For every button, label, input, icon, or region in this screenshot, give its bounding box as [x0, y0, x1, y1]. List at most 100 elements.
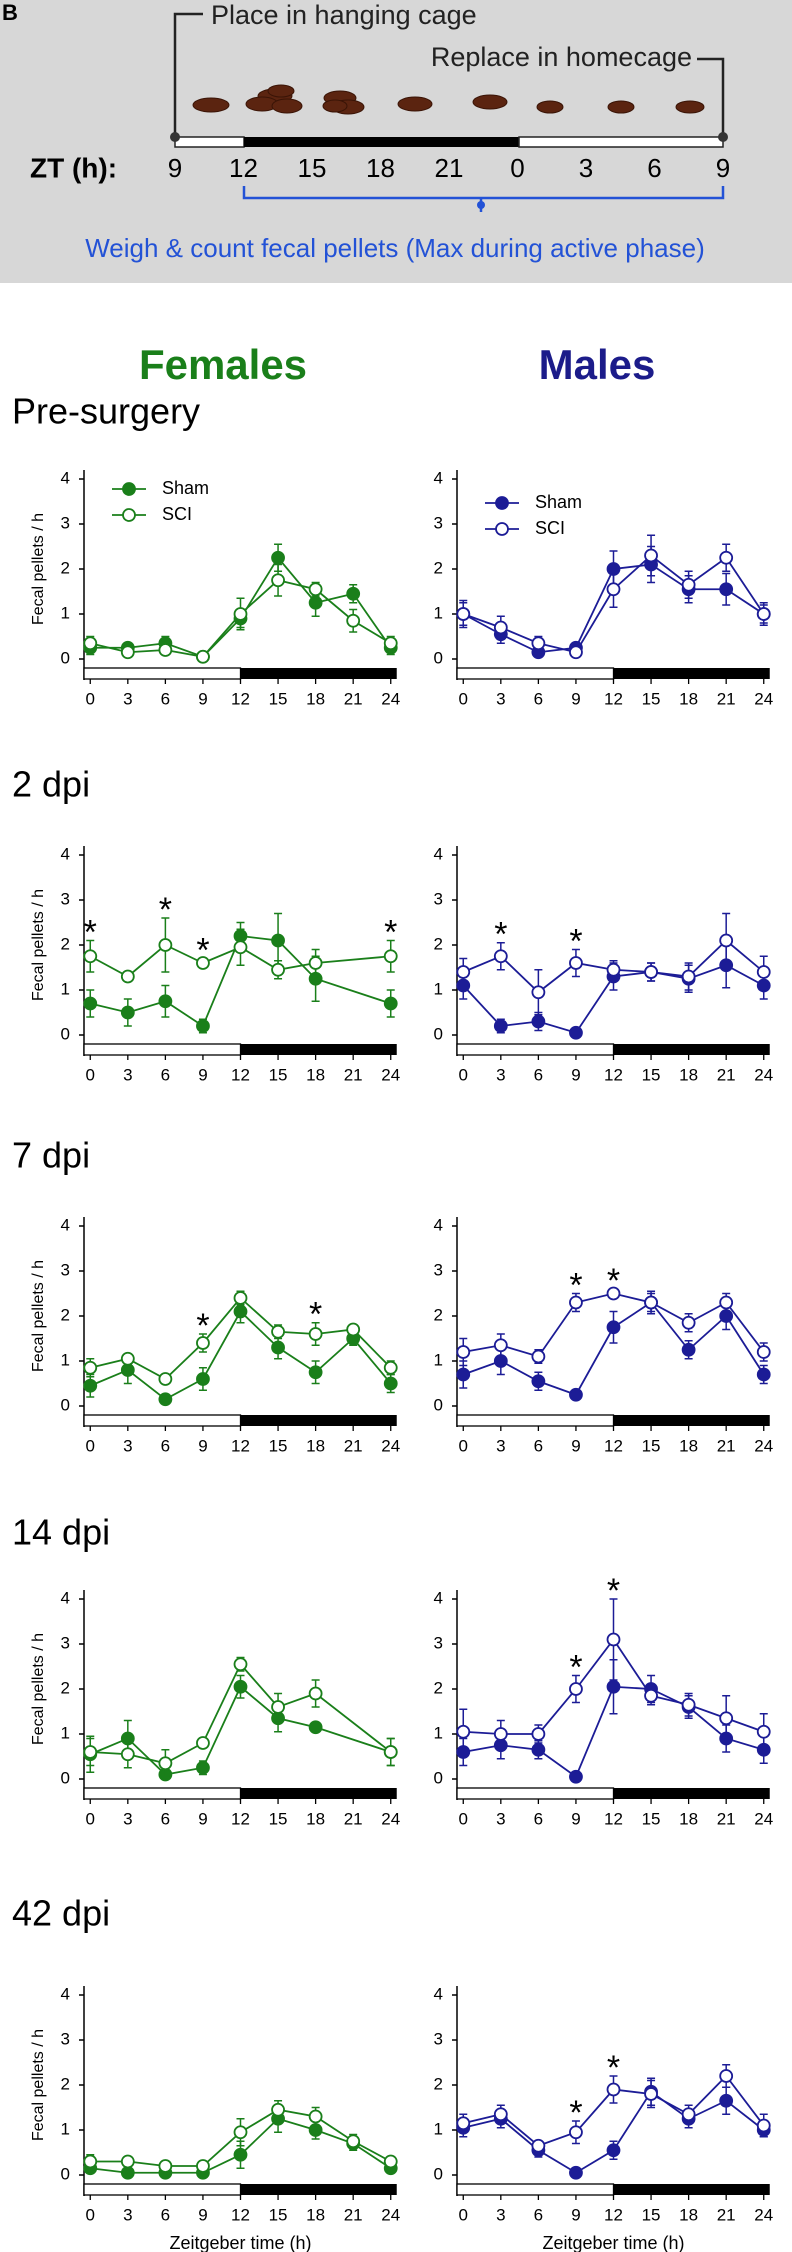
y-tick-label: 1 — [61, 979, 70, 998]
data-point — [531, 2138, 546, 2153]
data-point — [719, 1295, 734, 1310]
data-point — [120, 2165, 135, 2180]
place-label: Place in hanging cage — [211, 0, 477, 30]
significance-star: * — [84, 913, 97, 951]
data-point — [233, 940, 248, 955]
data-point — [681, 1342, 696, 1357]
legend-label: SCI — [535, 518, 565, 538]
column-title: Females — [139, 341, 307, 388]
data-point — [233, 1304, 248, 1319]
dark-phase — [240, 668, 397, 679]
data-point — [756, 965, 771, 979]
y-tick-label: 3 — [61, 889, 70, 908]
data-point — [308, 2109, 323, 2124]
place-bracket — [173, 12, 203, 135]
x-tick-label: 6 — [534, 1809, 543, 1828]
data-point — [158, 2159, 173, 2173]
data-point — [531, 1349, 546, 1364]
data-point — [308, 1327, 323, 1341]
x-tick-label: 21 — [717, 689, 736, 708]
x-tick-label: 3 — [123, 689, 132, 708]
data-point — [681, 1315, 696, 1330]
x-tick-label: 15 — [269, 1436, 288, 1455]
data-point — [271, 962, 285, 977]
significance-star: * — [309, 1296, 322, 1334]
data-point — [606, 1632, 621, 1647]
data-point — [271, 550, 285, 565]
y-tick-label: 1 — [434, 603, 443, 622]
data-point — [569, 645, 583, 660]
data-point — [196, 1372, 210, 1386]
x-tick-label: 0 — [459, 689, 468, 708]
y-tick-label: 1 — [434, 2119, 443, 2138]
data-point — [383, 1376, 398, 1391]
column-title: Males — [539, 341, 656, 388]
zt-tick-label: 0 — [510, 153, 524, 183]
y-tick-label: 0 — [61, 1395, 70, 1414]
x-tick-label: 3 — [123, 2205, 132, 2224]
data-point — [456, 1724, 471, 1739]
data-point — [719, 2093, 734, 2108]
y-tick-label: 4 — [434, 468, 443, 487]
x-tick-label: 12 — [604, 689, 623, 708]
y-tick-label: 0 — [61, 2164, 70, 2183]
x-tick-label: 21 — [344, 1809, 363, 1828]
data-point — [120, 1363, 135, 1377]
y-tick-label: 1 — [61, 2119, 70, 2138]
data-point — [531, 636, 546, 651]
data-point — [569, 1295, 583, 1310]
data-point — [681, 577, 696, 592]
data-point — [719, 550, 734, 565]
x-tick-label: 24 — [381, 689, 400, 708]
significance-star: * — [569, 922, 582, 960]
light-phase — [83, 1043, 242, 1056]
data-point — [83, 2154, 98, 2169]
x-tick-label: 18 — [679, 1436, 698, 1455]
data-point — [606, 1320, 621, 1335]
x-tick-label: 21 — [717, 2205, 736, 2224]
x-tick-label: 12 — [604, 1436, 623, 1455]
data-point — [346, 2134, 361, 2149]
x-tick-label: 6 — [534, 1065, 543, 1084]
data-point — [383, 949, 398, 964]
y-tick-label: 0 — [434, 1395, 443, 1414]
x-tick-label: 9 — [571, 2205, 580, 2224]
dark-phase — [613, 1788, 770, 1799]
x-tick-label: 24 — [381, 2205, 400, 2224]
data-point — [158, 643, 173, 657]
y-tick-label: 2 — [434, 934, 443, 953]
x-tick-label: 15 — [269, 689, 288, 708]
y-tick-label: 1 — [61, 603, 70, 622]
data-point — [569, 2125, 583, 2140]
data-point — [120, 1747, 135, 1762]
data-point — [493, 620, 508, 635]
y-tick-label: 1 — [61, 1723, 70, 1742]
data-point — [83, 636, 98, 651]
x-tick-label: 3 — [123, 1809, 132, 1828]
x-tick-label: 3 — [496, 1809, 505, 1828]
data-point — [308, 1686, 323, 1701]
x-tick-label: 24 — [381, 1809, 400, 1828]
y-tick-label: 0 — [434, 1768, 443, 1787]
data-point — [308, 1365, 323, 1380]
light-phase — [456, 1787, 615, 1800]
data-point — [308, 582, 323, 597]
x-tick-label: 15 — [642, 689, 661, 708]
data-point — [606, 1679, 621, 1694]
x-tick-label: 9 — [571, 689, 580, 708]
pellets — [192, 84, 705, 115]
significance-star: * — [607, 1262, 620, 1300]
x-tick-label: 0 — [459, 1809, 468, 1828]
y-tick-label: 4 — [434, 1215, 443, 1234]
x-tick-label: 6 — [161, 689, 170, 708]
row-title: 14 dpi — [12, 1512, 110, 1553]
data-point — [196, 1760, 210, 1775]
y-tick-label: 2 — [61, 934, 70, 953]
x-tick-label: 15 — [642, 1809, 661, 1828]
x-tick-label: 24 — [754, 1065, 773, 1084]
x-tick-label: 15 — [642, 2205, 661, 2224]
x-tick-label: 6 — [161, 2205, 170, 2224]
data-point — [158, 994, 173, 1009]
data-point — [83, 1378, 98, 1393]
